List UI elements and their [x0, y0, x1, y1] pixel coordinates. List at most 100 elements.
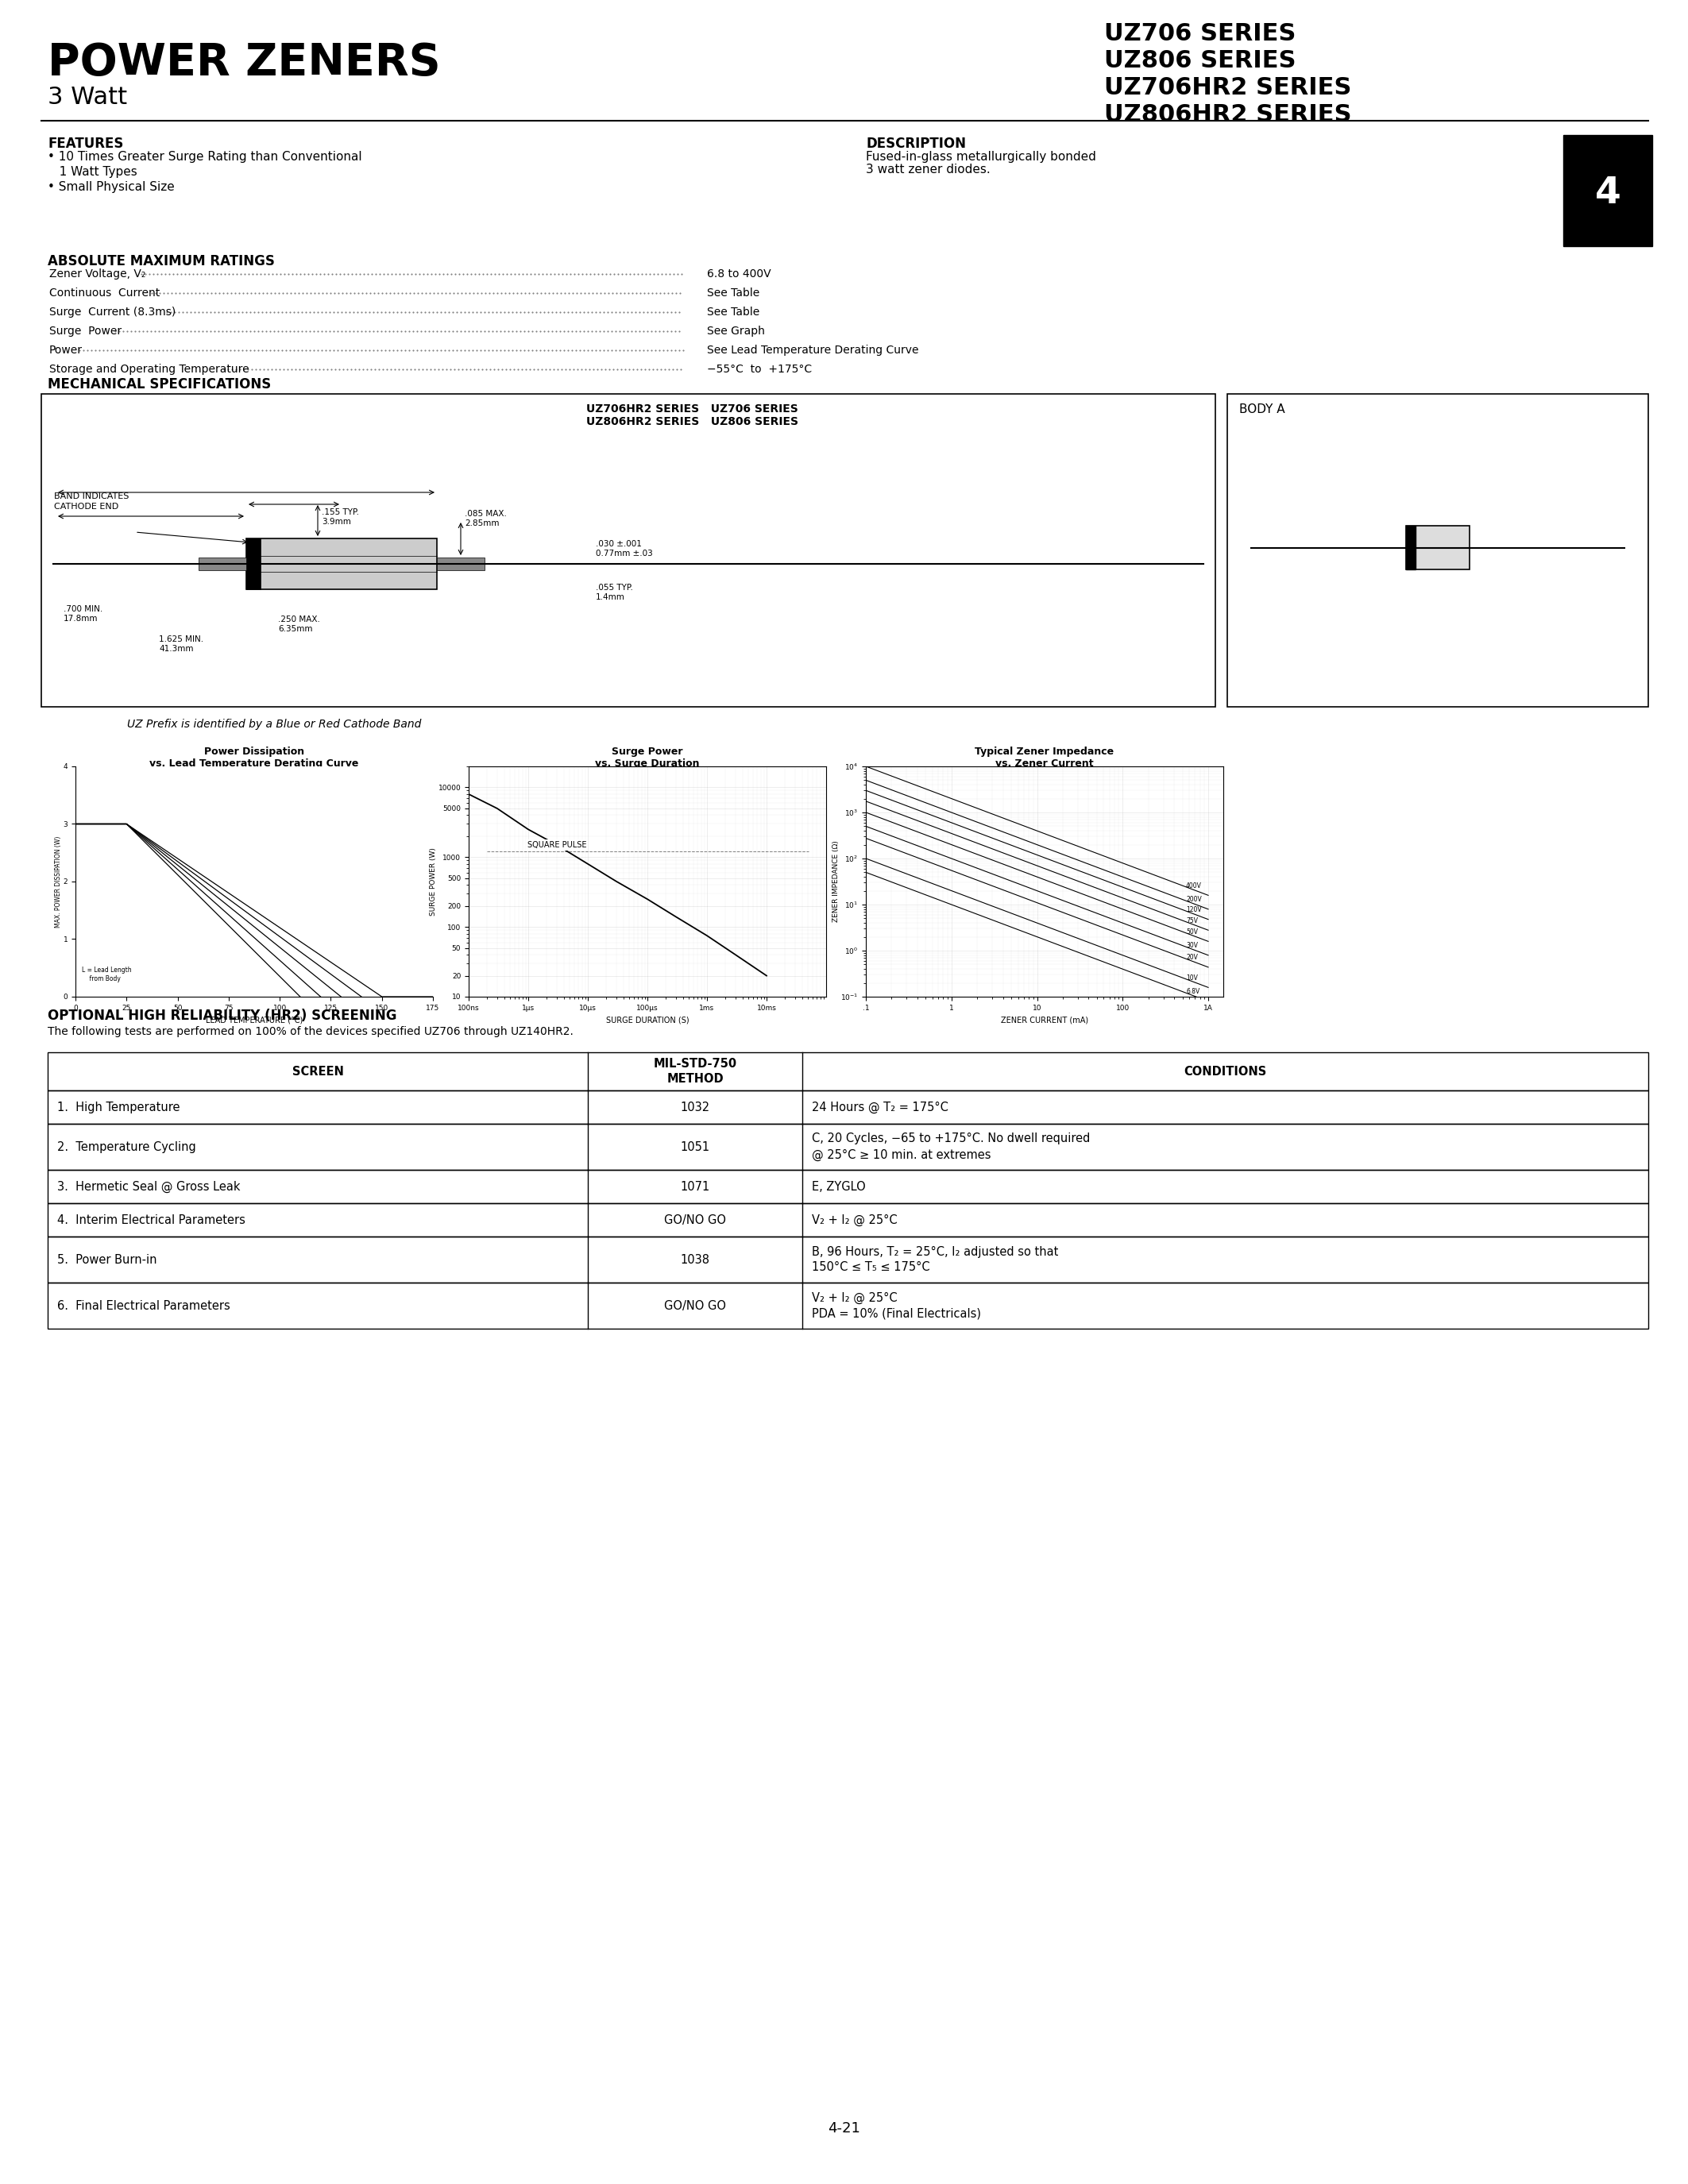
X-axis label: LEAD TEMPERATURE (°C): LEAD TEMPERATURE (°C) — [206, 1016, 302, 1024]
Text: MECHANICAL SPECIFICATIONS: MECHANICAL SPECIFICATIONS — [47, 378, 272, 391]
Text: 4: 4 — [1595, 175, 1620, 212]
Bar — [1406, 526, 1416, 570]
Text: Surge Power: Surge Power — [611, 747, 684, 758]
Text: UZ706HR2 SERIES   UZ706 SERIES: UZ706HR2 SERIES UZ706 SERIES — [586, 404, 798, 415]
Text: FEATURES: FEATURES — [47, 138, 123, 151]
Bar — [47, 1053, 1647, 1090]
Text: 50V: 50V — [1187, 928, 1198, 935]
Text: V₂ + I₂ @ 25°C
PDA = 10% (Final Electricals): V₂ + I₂ @ 25°C PDA = 10% (Final Electric… — [812, 1291, 981, 1319]
Text: Continuous  Current: Continuous Current — [49, 288, 160, 299]
Bar — [1563, 135, 1653, 247]
Text: 1051: 1051 — [680, 1140, 709, 1153]
Text: B, 96 Hours, T₂ = 25°C, I₂ adjusted so that
150°C ≤ T₅ ≤ 175°C: B, 96 Hours, T₂ = 25°C, I₂ adjusted so t… — [812, 1245, 1058, 1273]
Bar — [246, 539, 260, 590]
Text: vs. Lead Temperature Derating Curve: vs. Lead Temperature Derating Curve — [150, 758, 360, 769]
Text: .030 ±.001
0.77mm ±.03: .030 ±.001 0.77mm ±.03 — [596, 539, 653, 557]
Text: 400V: 400V — [1187, 882, 1202, 889]
Text: Zener Voltage, V₂: Zener Voltage, V₂ — [49, 269, 145, 280]
Bar — [41, 393, 1215, 708]
Text: See Table: See Table — [707, 288, 760, 299]
Bar — [1406, 526, 1470, 570]
Text: E, ZYGLO: E, ZYGLO — [812, 1182, 866, 1192]
Text: Surge  Current (8.3ms): Surge Current (8.3ms) — [49, 306, 176, 317]
Text: 200V: 200V — [1187, 895, 1202, 902]
Bar — [437, 557, 484, 570]
Text: MIL-STD-750
METHOD: MIL-STD-750 METHOD — [653, 1057, 736, 1085]
Text: 1071: 1071 — [680, 1182, 711, 1192]
Bar — [47, 1125, 1647, 1171]
Text: POWER ZENERS: POWER ZENERS — [47, 41, 441, 85]
Y-axis label: SURGE POWER (W): SURGE POWER (W) — [430, 847, 437, 915]
Text: 1.625 MIN.
41.3mm: 1.625 MIN. 41.3mm — [159, 636, 204, 653]
Bar — [199, 557, 246, 570]
Text: Typical Zener Impedance: Typical Zener Impedance — [976, 747, 1114, 758]
Text: Surge  Power: Surge Power — [49, 325, 122, 336]
Bar — [47, 1282, 1647, 1328]
Bar — [47, 1171, 1647, 1203]
Text: UZ806HR2 SERIES   UZ806 SERIES: UZ806HR2 SERIES UZ806 SERIES — [586, 417, 798, 428]
Text: −55°C  to  +175°C: −55°C to +175°C — [707, 365, 812, 376]
Text: GO/NO GO: GO/NO GO — [663, 1214, 726, 1225]
Text: 2.  Temperature Cycling: 2. Temperature Cycling — [57, 1140, 196, 1153]
Text: UZ Prefix is identified by a Blue or Red Cathode Band: UZ Prefix is identified by a Blue or Red… — [127, 719, 422, 729]
Text: .155 TYP.
3.9mm: .155 TYP. 3.9mm — [322, 509, 360, 526]
Bar — [47, 1203, 1647, 1236]
X-axis label: ZENER CURRENT (mA): ZENER CURRENT (mA) — [1001, 1016, 1089, 1024]
Text: .055 TYP.
1.4mm: .055 TYP. 1.4mm — [596, 583, 633, 601]
Text: BAND INDICATES
CATHODE END: BAND INDICATES CATHODE END — [54, 491, 128, 511]
Y-axis label: ZENER IMPEDANCE (Ω): ZENER IMPEDANCE (Ω) — [832, 841, 839, 922]
Text: See Lead Temperature Derating Curve: See Lead Temperature Derating Curve — [707, 345, 918, 356]
Text: 3 watt zener diodes.: 3 watt zener diodes. — [866, 164, 991, 175]
Bar — [47, 1090, 1647, 1125]
Text: V₂ + I₂ @ 25°C: V₂ + I₂ @ 25°C — [812, 1214, 898, 1225]
Text: vs. Surge Duration: vs. Surge Duration — [596, 758, 699, 769]
Text: The following tests are performed on 100% of the devices specified UZ706 through: The following tests are performed on 100… — [47, 1026, 574, 1037]
Text: SQUARE PULSE: SQUARE PULSE — [527, 841, 586, 850]
Text: See Graph: See Graph — [707, 325, 765, 336]
Text: 3.  Hermetic Seal @ Gross Leak: 3. Hermetic Seal @ Gross Leak — [57, 1182, 240, 1192]
Text: 1.  High Temperature: 1. High Temperature — [57, 1101, 181, 1114]
Text: 6.  Final Electrical Parameters: 6. Final Electrical Parameters — [57, 1299, 230, 1313]
Text: • 10 Times Greater Surge Rating than Conventional: • 10 Times Greater Surge Rating than Con… — [47, 151, 361, 164]
Text: .700 MIN.
17.8mm: .700 MIN. 17.8mm — [64, 605, 103, 622]
Text: .250 MAX.
6.35mm: .250 MAX. 6.35mm — [279, 616, 321, 633]
Text: OPTIONAL HIGH RELIABILITY (HR2) SCREENING: OPTIONAL HIGH RELIABILITY (HR2) SCREENIN… — [47, 1009, 397, 1022]
Text: 120V: 120V — [1187, 906, 1202, 913]
Text: Power Dissipation: Power Dissipation — [204, 747, 304, 758]
Text: 4-21: 4-21 — [827, 2121, 861, 2136]
Y-axis label: MAX. POWER DISSIPATION (W): MAX. POWER DISSIPATION (W) — [56, 836, 62, 928]
Text: 20V: 20V — [1187, 954, 1198, 961]
Bar — [47, 1236, 1647, 1282]
Text: CONDITIONS: CONDITIONS — [1183, 1066, 1266, 1077]
Text: 4.  Interim Electrical Parameters: 4. Interim Electrical Parameters — [57, 1214, 245, 1225]
Text: UZ806 SERIES: UZ806 SERIES — [1104, 50, 1296, 72]
Text: GO/NO GO: GO/NO GO — [663, 1299, 726, 1313]
Text: UZ706 SERIES: UZ706 SERIES — [1104, 22, 1296, 46]
Text: 6.8V: 6.8V — [1187, 987, 1200, 996]
Text: • Small Physical Size: • Small Physical Size — [47, 181, 174, 192]
Text: UZ806HR2 SERIES: UZ806HR2 SERIES — [1104, 103, 1352, 127]
Text: 1038: 1038 — [680, 1254, 709, 1265]
Text: Power: Power — [49, 345, 83, 356]
Text: 1 Watt Types: 1 Watt Types — [47, 166, 137, 177]
Text: 75V: 75V — [1187, 917, 1198, 924]
Text: 30V: 30V — [1187, 941, 1198, 950]
Text: 1032: 1032 — [680, 1101, 709, 1114]
Text: 5.  Power Burn-in: 5. Power Burn-in — [57, 1254, 157, 1265]
X-axis label: SURGE DURATION (S): SURGE DURATION (S) — [606, 1016, 689, 1024]
Text: UZ706HR2 SERIES: UZ706HR2 SERIES — [1104, 76, 1352, 98]
Text: ABSOLUTE MAXIMUM RATINGS: ABSOLUTE MAXIMUM RATINGS — [47, 253, 275, 269]
Text: SCREEN: SCREEN — [292, 1066, 344, 1077]
Bar — [246, 539, 437, 590]
Text: Storage and Operating Temperature: Storage and Operating Temperature — [49, 365, 250, 376]
Text: BODY A: BODY A — [1239, 404, 1285, 415]
Text: DESCRIPTION: DESCRIPTION — [866, 138, 966, 151]
Text: vs. Zener Current: vs. Zener Current — [996, 758, 1094, 769]
Text: L = Lead Length
    from Body: L = Lead Length from Body — [81, 968, 132, 983]
Text: C, 20 Cycles, −65 to +175°C. No dwell required
@ 25°C ≥ 10 min. at extremes: C, 20 Cycles, −65 to +175°C. No dwell re… — [812, 1133, 1090, 1160]
Text: .085 MAX.
2.85mm: .085 MAX. 2.85mm — [464, 509, 506, 529]
Text: 6.8 to 400V: 6.8 to 400V — [707, 269, 771, 280]
Text: 24 Hours @ T₂ = 175°C: 24 Hours @ T₂ = 175°C — [812, 1101, 949, 1114]
Text: 3 Watt: 3 Watt — [47, 85, 127, 109]
Text: See Table: See Table — [707, 306, 760, 317]
